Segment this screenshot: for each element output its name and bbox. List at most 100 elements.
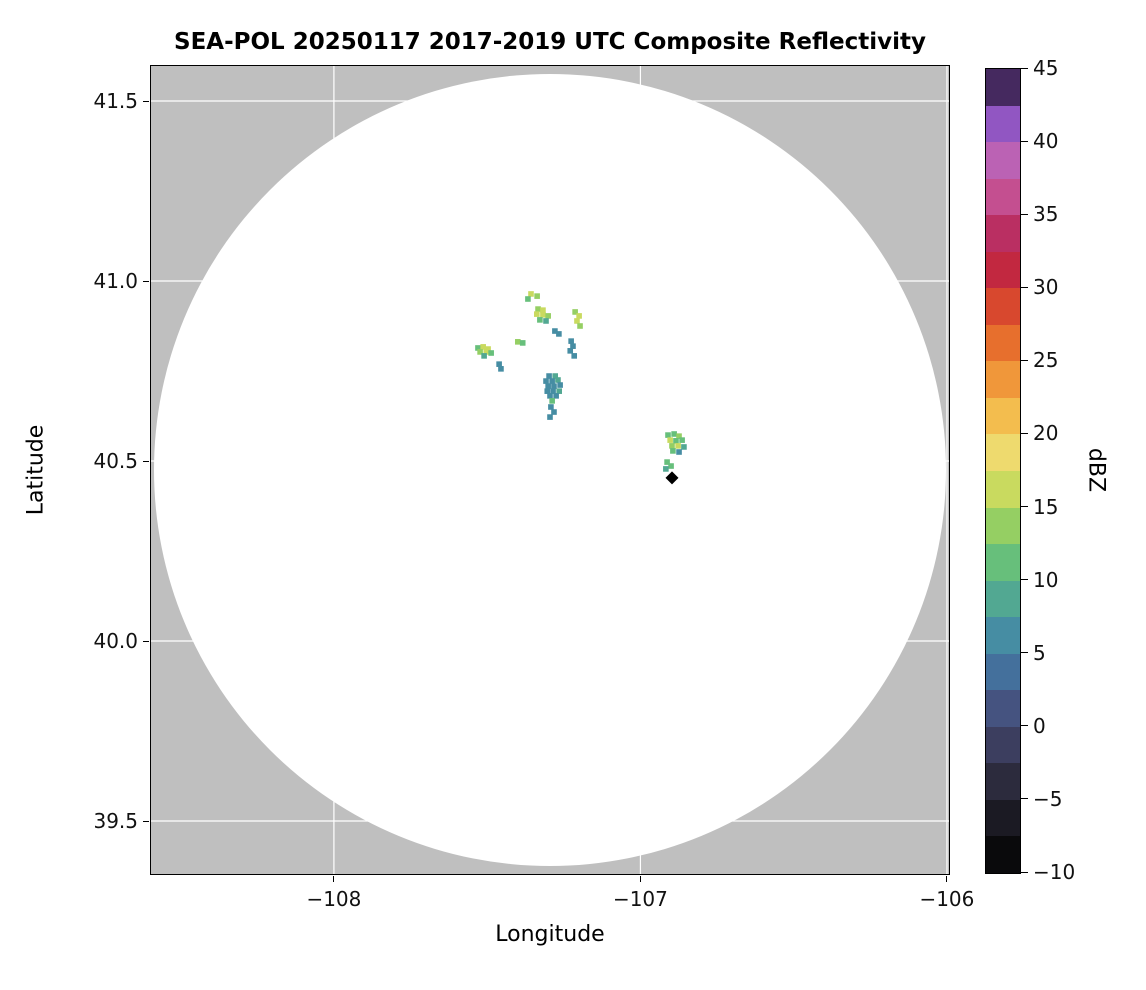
colorbar-tick-mark [1021,725,1028,727]
colorbar-segment [986,836,1020,874]
colorbar-segment [986,105,1020,143]
y-tick-label: 41.5 [93,89,138,113]
reflectivity-echo [480,344,486,350]
colorbar-segment [986,690,1020,727]
colorbar-tick-label: 30 [1033,275,1059,300]
reflectivity-echo [676,449,682,455]
reflectivity-echo [545,383,551,389]
colorbar-segment [986,142,1020,179]
y-tick-mark [143,460,149,462]
reflectivity-echo [547,393,553,399]
reflectivity-echo [555,377,561,383]
reflectivity-echo [483,349,490,355]
colorbar-segment [986,251,1020,289]
reflectivity-echo [528,291,534,297]
reflectivity-echo [488,350,494,356]
site-marker-diamond [665,471,679,485]
reflectivity-echo [537,317,543,323]
y-tick-mark [143,280,149,282]
colorbar-tick-label: −5 [1033,786,1063,811]
x-tick-mark [639,876,641,882]
reflectivity-echo [548,404,554,410]
colorbar-tick-label: 45 [1033,56,1059,80]
colorbar [985,68,1021,874]
reflectivity-echo [551,383,557,389]
colorbar-segment [986,653,1020,691]
reflectivity-echo [571,353,578,359]
colorbar-tick-mark [1021,579,1028,581]
colorbar-tick-label: 40 [1033,129,1059,154]
reflectivity-echo [535,306,541,312]
reflectivity-echo [543,318,549,324]
colorbar-segment [986,544,1020,581]
y-tick-mark [143,100,149,102]
colorbar-tick-mark [1021,871,1028,873]
colorbar-tick-label: 0 [1033,713,1046,738]
colorbar-segment [986,617,1020,654]
reflectivity-echo [557,382,563,388]
reflectivity-echo [574,318,580,324]
y-tick-label: 40.0 [93,629,138,653]
reflectivity-echo [663,466,669,472]
y-tick-label: 39.5 [93,809,138,833]
reflectivity-echo [552,373,559,379]
reflectivity-echo [475,345,481,351]
colorbar-segment [986,178,1020,216]
reflectivity-echo [485,346,491,352]
colorbar-segment [986,507,1020,545]
reflectivity-echo [481,353,487,359]
reflectivity-echo [534,293,540,299]
y-tick-label: 40.5 [93,449,138,473]
reflectivity-echo [549,378,555,384]
chart-title: SEA-POL 20250117 2017-2019 UTC Composite… [174,29,926,55]
reflectivity-echo [545,313,551,319]
reflectivity-echo [568,338,574,344]
colorbar-segment [986,361,1020,398]
reflectivity-echo [673,438,679,444]
x-axis-label: Longitude [495,922,605,947]
reflectivity-echo [675,443,681,449]
reflectivity-echo [547,414,553,420]
colorbar-segment [986,763,1020,800]
reflectivity-echo [668,463,674,469]
y-axis-label: Latitude [23,424,49,516]
reflectivity-echo [534,311,540,317]
y-tick-mark [143,640,149,642]
colorbar-tick-mark [1021,652,1028,654]
reflectivity-echo [572,309,578,315]
reflectivity-echo [576,313,582,319]
reflectivity-echo [549,398,555,404]
colorbar-segment [986,69,1020,106]
reflectivity-echo [556,331,562,337]
reflectivity-echo [540,307,546,313]
colorbar-segment [986,397,1020,435]
reflectivity-echo [671,431,677,437]
colorbar-tick-mark [1021,67,1028,69]
reflectivity-echo [570,343,576,349]
x-tick-mark [946,876,948,882]
radar-plot-canvas [150,65,950,875]
reflectivity-echo [543,378,549,384]
x-tick-label: −107 [612,887,668,911]
reflectivity-echo [670,448,676,454]
reflectivity-echo [519,340,526,346]
colorbar-tick-label: 15 [1033,494,1059,519]
colorbar-segment [986,288,1020,325]
reflectivity-echo [577,323,583,329]
colorbar-tick-label: 35 [1033,202,1059,227]
colorbar-tick-mark [1021,506,1028,508]
plot-area [150,65,950,875]
x-tick-label: −106 [919,887,975,911]
colorbar-segment [986,471,1020,508]
y-tick-label: 41.0 [93,269,138,293]
plot-frame [150,65,950,875]
colorbar-tick-mark [1021,213,1028,215]
reflectivity-echo [567,348,574,354]
colorbar-tick-mark [1021,286,1028,288]
reflectivity-echo [525,296,531,302]
colorbar-tick-label: 25 [1033,348,1059,373]
colorbar-tick-mark [1021,798,1028,800]
colorbar-segment [986,434,1020,472]
reflectivity-echo [552,328,558,334]
